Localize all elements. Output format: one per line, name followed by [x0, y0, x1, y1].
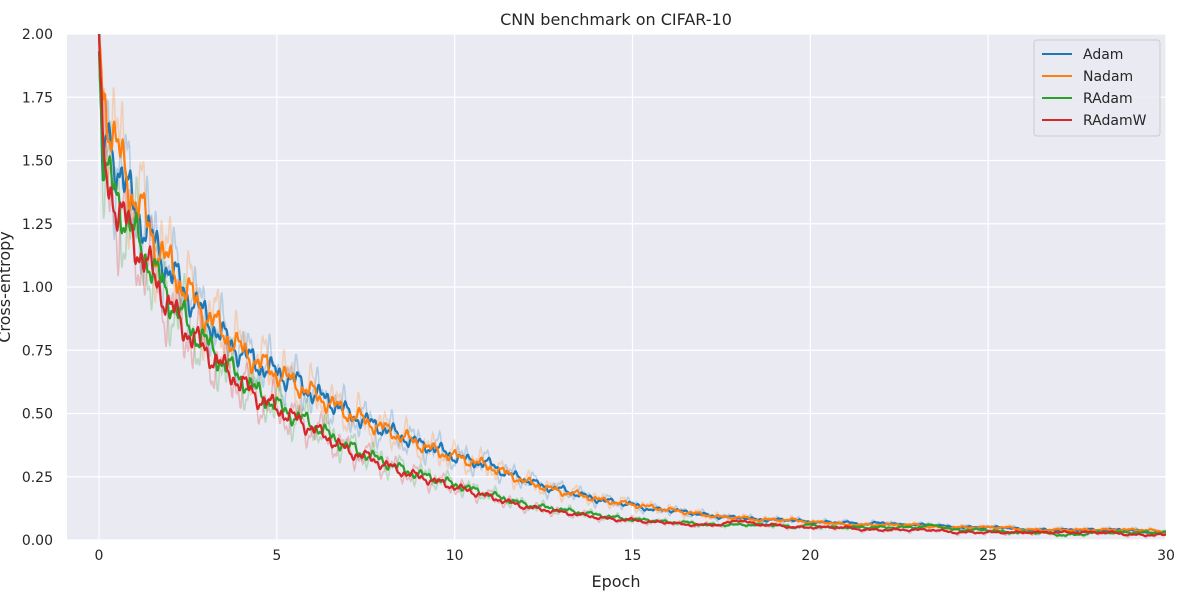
x-tick-label: 5	[272, 548, 281, 564]
chart-title: CNN benchmark on CIFAR-10	[500, 10, 732, 29]
x-tick-label: 0	[95, 548, 104, 564]
x-tick-label: 10	[446, 548, 464, 564]
series-line-radamw	[97, 34, 1166, 538]
y-tick-label: 1.75	[22, 90, 53, 106]
x-tick-label: 20	[801, 548, 819, 564]
legend-label-nadam: Nadam	[1083, 69, 1133, 85]
y-axis-label: Cross-entropy	[0, 231, 14, 343]
legend-label-radam: RAdam	[1083, 91, 1133, 107]
y-tick-label: 0.75	[22, 343, 53, 359]
series-line-layer	[97, 34, 1166, 538]
y-tick-label: 2.00	[22, 27, 53, 43]
legend-label-adam: Adam	[1083, 47, 1123, 63]
y-tick-label: 0.50	[22, 407, 53, 423]
legend-label-radamw: RAdamW	[1083, 113, 1147, 129]
x-tick-label: 25	[979, 548, 997, 564]
y-tick-label: 1.00	[22, 280, 53, 296]
x-axis-label: Epoch	[592, 572, 641, 591]
legend: Adam Nadam RAdam RAdamW	[1033, 39, 1161, 137]
y-tick-label: 0.00	[22, 533, 53, 549]
grid-lines	[67, 33, 1167, 541]
x-tick-label: 15	[624, 548, 642, 564]
series-line-nadam	[97, 34, 1166, 535]
y-tick-label: 0.25	[22, 470, 53, 486]
y-tick-label: 1.50	[22, 154, 53, 170]
y-axis-ticks: 0.00 0.25 0.50 0.75 1.00 1.25 1.50 1.75 2.00	[22, 27, 53, 549]
legend-frame	[1033, 39, 1161, 137]
y-tick-label: 1.25	[22, 217, 53, 233]
x-axis-ticks: 0 5 10 15 20 25 30	[95, 548, 1175, 564]
x-tick-label: 30	[1157, 548, 1175, 564]
